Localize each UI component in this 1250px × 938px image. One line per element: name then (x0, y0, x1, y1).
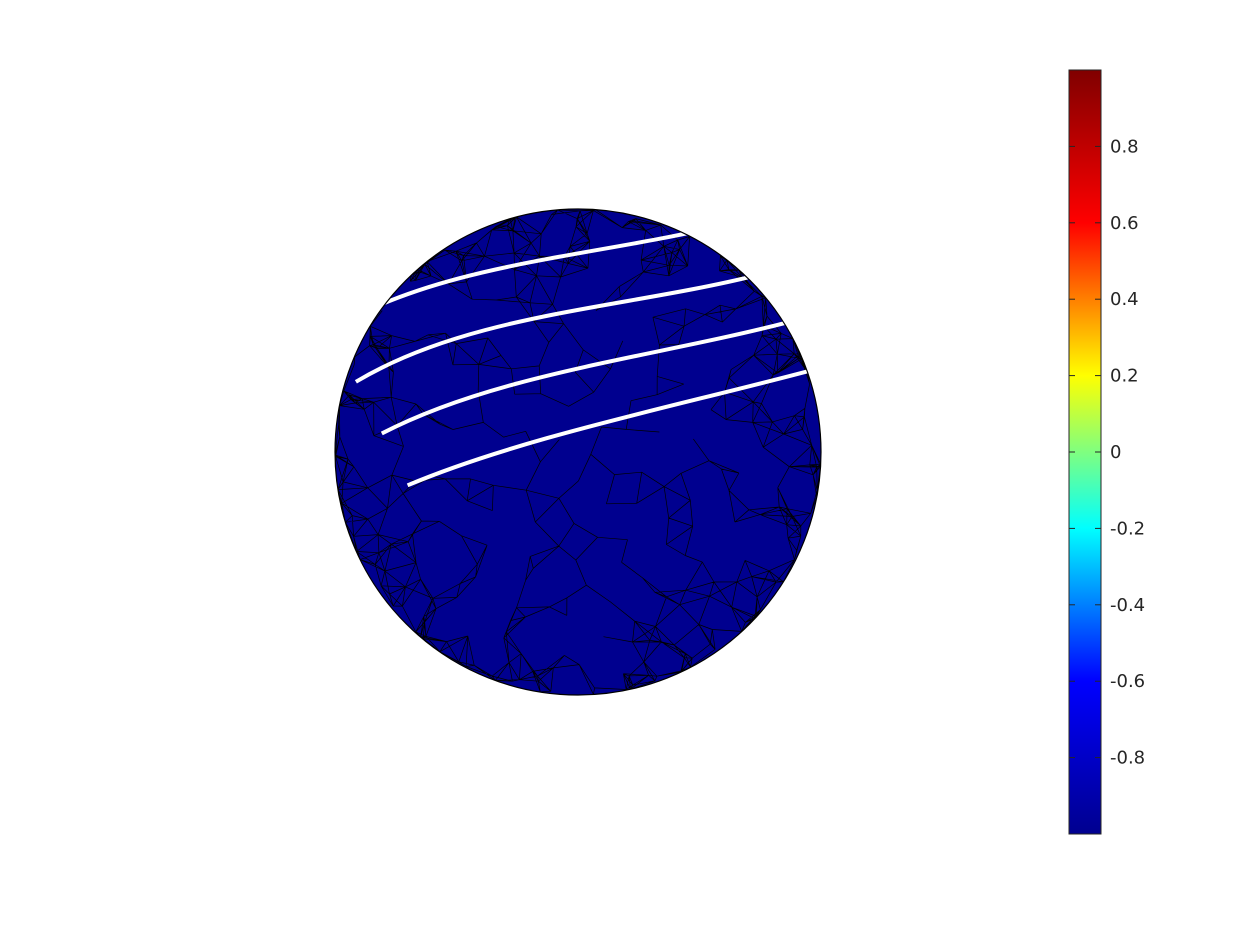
colorbar-tick-label: -0.4 (1110, 595, 1145, 616)
colorbar-ticks: 0.8 0.6 0.4 0.2 0 -0.2 -0.4 -0.6 -0.8 (1069, 136, 1145, 769)
sphere-surface (335, 209, 821, 695)
contour-line (335, 209, 800, 229)
colorbar: 0.8 0.6 0.4 0.2 0 -0.2 -0.4 -0.6 -0.8 (1068, 69, 1145, 835)
colorbar-tick-label: 0 (1110, 442, 1121, 463)
contour-line (252, 25, 772, 175)
contour-line (406, 333, 821, 488)
sphere-plot (252, 25, 822, 696)
sphere-outline (334, 208, 822, 696)
colorbar-tick-label: -0.8 (1110, 748, 1145, 769)
contour-line (335, 209, 821, 332)
colorbar-border (1068, 69, 1102, 835)
colorbar-tick-label: 0.6 (1110, 213, 1139, 234)
colorbar-tick-label: -0.6 (1110, 671, 1145, 692)
contour-line (380, 281, 821, 436)
mesh-edges (335, 209, 821, 695)
colorbar-tick-label: 0.8 (1110, 136, 1139, 157)
colorbar-tick-label: 0.4 (1110, 289, 1139, 310)
mesh-triangles (335, 209, 821, 695)
colorbar-tick-label: -0.2 (1110, 518, 1145, 539)
colorbar-tick-label: 0.2 (1110, 366, 1139, 387)
